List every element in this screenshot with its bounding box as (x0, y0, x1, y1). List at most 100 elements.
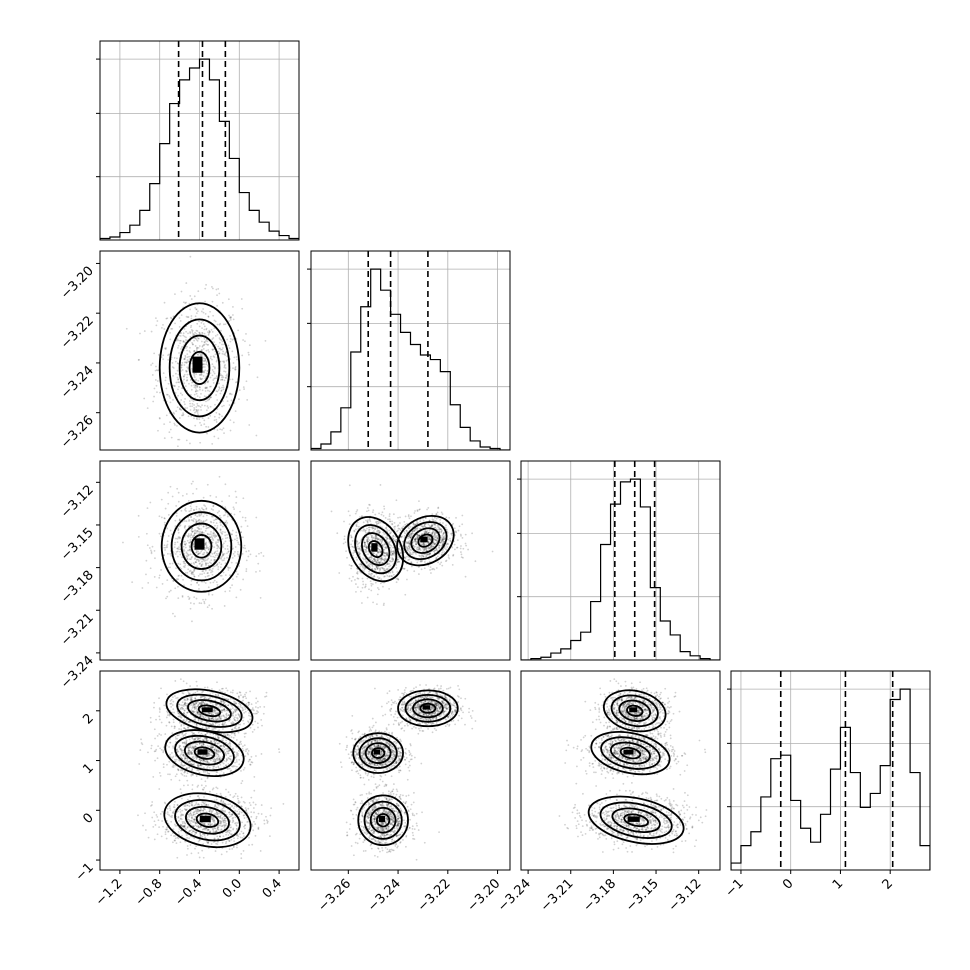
scatter-point (231, 707, 234, 710)
scatter-point (180, 332, 182, 334)
scatter-point (455, 546, 458, 549)
scatter-point (419, 560, 422, 562)
scatter-point (185, 554, 188, 557)
scatter-point (200, 701, 203, 704)
scatter-point (386, 567, 389, 570)
scatter-point (214, 747, 217, 749)
scatter-point (208, 718, 210, 721)
scatter-point (380, 557, 383, 560)
scatter-point (219, 524, 222, 526)
scatter-point (171, 366, 174, 368)
scatter-point (235, 759, 238, 761)
scatter-point (171, 704, 174, 706)
scatter-point (379, 538, 382, 541)
scatter-point (220, 700, 222, 703)
scatter-point (218, 561, 221, 564)
scatter-point (425, 530, 427, 533)
scatter-point (190, 579, 193, 582)
scatter-point (407, 545, 410, 548)
scatter-point (222, 709, 224, 712)
scatter-point (418, 500, 420, 503)
scatter-point (422, 543, 425, 546)
scatter-point (197, 711, 200, 714)
scatter-point (225, 697, 228, 700)
scatter-point (150, 744, 153, 747)
scatter-point (355, 523, 358, 526)
scatter-point (185, 369, 187, 372)
scatter-point (178, 408, 181, 411)
scatter-point (427, 538, 430, 541)
scatter-point (379, 550, 382, 553)
scatter-point (143, 397, 146, 400)
scatter-point (223, 605, 226, 607)
scatter-point (207, 548, 210, 551)
scatter-point (355, 556, 358, 559)
scatter-point (204, 716, 207, 719)
scatter-point (198, 332, 201, 334)
scatter-point (226, 536, 229, 539)
scatter-point (453, 527, 456, 530)
scatter-point (183, 364, 186, 366)
scatter-point (236, 550, 239, 553)
scatter-point (429, 539, 432, 541)
scatter-point (193, 408, 196, 411)
scatter-point (213, 377, 216, 380)
scatter-point (371, 560, 374, 563)
scatter-point (211, 285, 213, 288)
scatter-point (230, 533, 233, 536)
scatter-point (205, 343, 208, 346)
scatter-point (441, 539, 444, 542)
scatter-point (160, 687, 162, 690)
scatter-point (410, 549, 413, 551)
scatter-point (176, 547, 179, 550)
scatter-point (226, 373, 229, 376)
scatter-point (178, 518, 181, 521)
scatter-point (195, 549, 198, 552)
scatter-point (232, 318, 235, 321)
scatter-point (188, 558, 191, 561)
scatter-point (211, 754, 214, 757)
scatter-point (363, 544, 366, 547)
scatter-point (206, 372, 208, 375)
scatter-point (187, 749, 190, 752)
scatter-point (183, 382, 186, 385)
scatter-point (197, 700, 200, 703)
scatter-point (221, 721, 224, 724)
scatter-point (211, 552, 214, 555)
scatter-point (405, 541, 408, 544)
scatter-point (375, 566, 378, 568)
scatter-point (189, 442, 191, 445)
scatter-point (420, 543, 423, 546)
scatter-point (145, 559, 148, 562)
scatter-point (370, 535, 373, 538)
scatter-point (353, 549, 356, 552)
scatter-point (200, 742, 203, 745)
scatter-point (427, 506, 430, 509)
scatter-point (242, 339, 244, 341)
scatter-point (255, 570, 257, 573)
scatter-point (232, 736, 235, 739)
scatter-point (377, 551, 379, 554)
scatter-point (182, 578, 184, 581)
scatter-point (210, 754, 212, 756)
scatter-point (191, 381, 194, 384)
contour-line (190, 534, 213, 559)
scatter-point (201, 345, 204, 348)
scatter-point (187, 698, 189, 701)
scatter-point (222, 578, 225, 581)
scatter-point (407, 547, 410, 550)
scatter-point (415, 520, 418, 523)
scatter-point (230, 316, 232, 318)
scatter-point (217, 737, 220, 740)
scatter-point (184, 543, 187, 546)
scatter-point (395, 577, 398, 580)
scatter-point (179, 408, 182, 411)
scatter-point (415, 548, 418, 550)
scatter-point (443, 540, 445, 543)
scatter-point (429, 552, 432, 555)
scatter-point (198, 515, 201, 517)
scatter-point (173, 385, 176, 387)
scatter-point (177, 491, 180, 494)
scatter-point (207, 381, 209, 384)
scatter-point (149, 567, 152, 570)
